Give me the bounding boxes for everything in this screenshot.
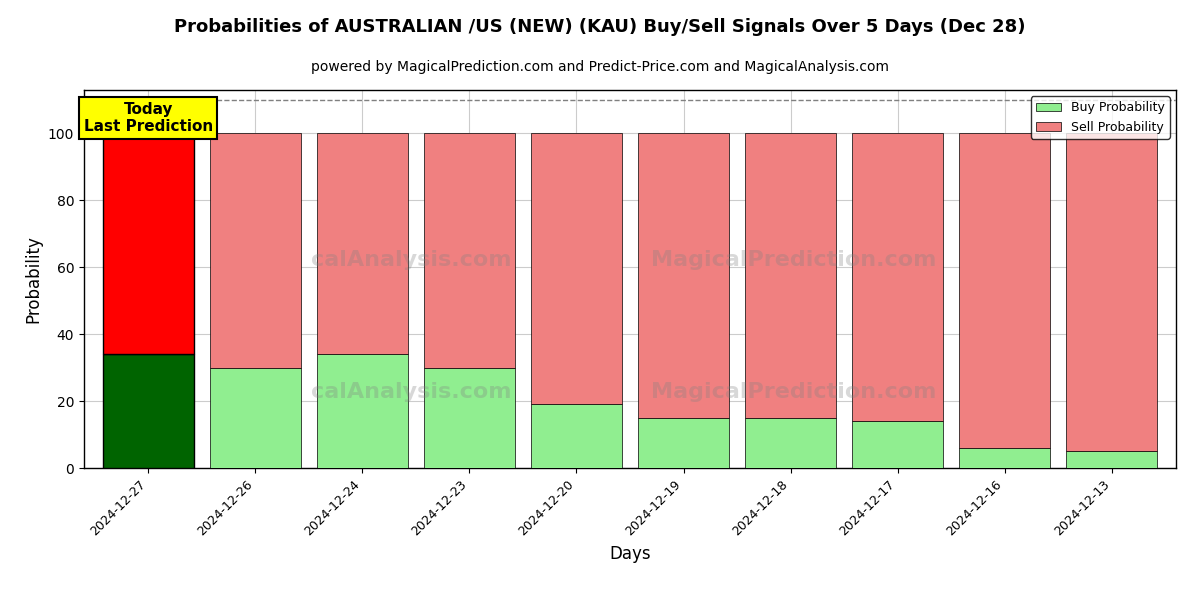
Text: MagicalPrediction.com: MagicalPrediction.com: [652, 382, 936, 403]
Bar: [638, 133, 730, 418]
Bar: [1067, 133, 1157, 451]
Bar: [959, 133, 1050, 448]
Bar: [852, 421, 943, 468]
Bar: [210, 368, 301, 468]
Bar: [852, 133, 943, 421]
Bar: [959, 448, 1050, 468]
Bar: [103, 354, 193, 468]
Bar: [1067, 451, 1157, 468]
Bar: [317, 133, 408, 354]
Text: calAnalysis.com: calAnalysis.com: [311, 250, 512, 270]
Text: Today
Last Prediction: Today Last Prediction: [84, 102, 212, 134]
Bar: [424, 133, 515, 368]
Bar: [530, 133, 622, 404]
Bar: [745, 133, 836, 418]
Text: calAnalysis.com: calAnalysis.com: [311, 382, 512, 403]
Bar: [638, 418, 730, 468]
Text: MagicalPrediction.com: MagicalPrediction.com: [652, 250, 936, 270]
Text: powered by MagicalPrediction.com and Predict-Price.com and MagicalAnalysis.com: powered by MagicalPrediction.com and Pre…: [311, 60, 889, 74]
Bar: [745, 418, 836, 468]
Bar: [317, 354, 408, 468]
Y-axis label: Probability: Probability: [24, 235, 42, 323]
Bar: [530, 404, 622, 468]
Text: Probabilities of AUSTRALIAN /US (NEW) (KAU) Buy/Sell Signals Over 5 Days (Dec 28: Probabilities of AUSTRALIAN /US (NEW) (K…: [174, 18, 1026, 36]
Bar: [424, 368, 515, 468]
Bar: [103, 133, 193, 354]
Legend: Buy Probability, Sell Probability: Buy Probability, Sell Probability: [1031, 96, 1170, 139]
X-axis label: Days: Days: [610, 545, 650, 563]
Bar: [210, 133, 301, 368]
